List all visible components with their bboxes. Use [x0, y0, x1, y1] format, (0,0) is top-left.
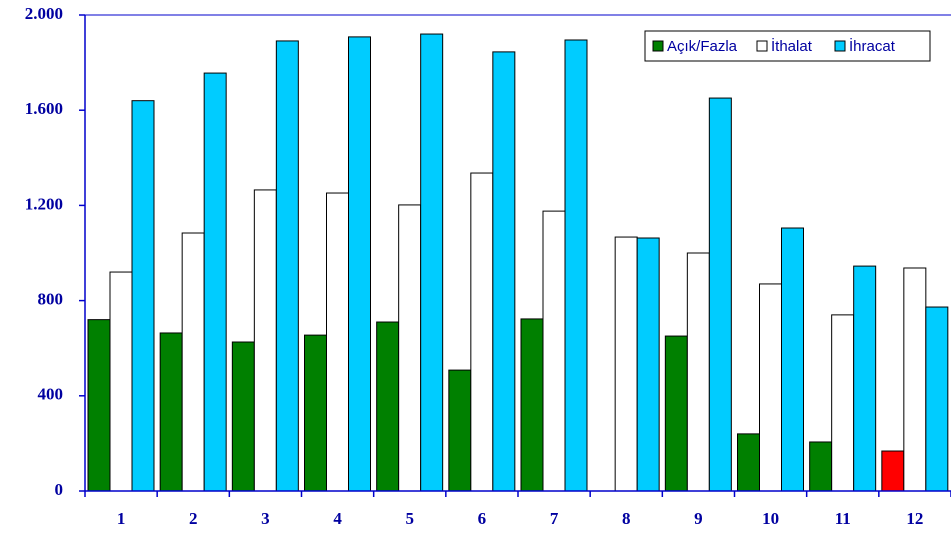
bar	[520, 318, 544, 492]
x-tick-label: 6	[478, 509, 487, 528]
bar	[614, 236, 638, 492]
legend-label: Açık/Fazla	[667, 38, 738, 55]
x-tick-label: 7	[550, 509, 559, 528]
bar	[253, 189, 277, 492]
y-tick-label: 1.200	[25, 194, 63, 213]
legend-box	[644, 30, 931, 62]
bar	[903, 267, 927, 492]
x-tick-label: 11	[835, 509, 851, 528]
bar	[275, 40, 299, 492]
bar	[131, 100, 155, 492]
bar	[925, 306, 949, 492]
x-tick-label: 5	[406, 509, 415, 528]
y-tick-label: 400	[38, 385, 64, 404]
bar	[759, 283, 782, 492]
x-tick-label: 2	[189, 509, 198, 528]
y-tick-label: 2.000	[25, 4, 63, 23]
bar	[87, 319, 111, 492]
bar	[326, 192, 349, 492]
bar	[809, 441, 833, 492]
x-tick-label: 12	[906, 509, 923, 528]
bar	[231, 341, 255, 492]
bar	[203, 72, 227, 492]
y-tick-label: 0	[55, 480, 64, 499]
bar	[109, 271, 133, 492]
bar	[398, 204, 422, 492]
legend-label: İthalat	[771, 37, 813, 55]
bar	[664, 335, 688, 492]
bar	[304, 334, 327, 492]
bar	[181, 232, 205, 492]
bar	[564, 39, 588, 492]
x-tick-label: 1	[117, 509, 126, 528]
bar	[708, 97, 732, 492]
bar	[781, 227, 804, 492]
bar	[636, 237, 660, 492]
bar	[159, 332, 183, 492]
bar	[376, 321, 400, 492]
bar	[470, 172, 494, 492]
x-tick-label: 4	[333, 509, 342, 528]
legend-label: İhracat	[849, 37, 896, 55]
x-tick-label: 3	[261, 509, 270, 528]
bar	[420, 33, 444, 492]
legend-swatch	[834, 40, 846, 52]
x-tick-label: 9	[694, 509, 703, 528]
legend-swatch	[652, 40, 664, 52]
legend-swatch	[756, 40, 768, 52]
bar	[853, 265, 877, 492]
bar	[881, 450, 905, 492]
bar	[348, 36, 371, 492]
bar	[492, 51, 516, 492]
bar	[448, 369, 472, 492]
bar	[831, 314, 855, 492]
x-tick-label: 10	[762, 509, 779, 528]
bar	[542, 210, 566, 492]
bar	[686, 252, 710, 492]
bar	[737, 433, 760, 492]
y-tick-label: 1.600	[25, 99, 63, 118]
y-tick-label: 800	[38, 290, 64, 309]
x-tick-label: 8	[622, 509, 631, 528]
